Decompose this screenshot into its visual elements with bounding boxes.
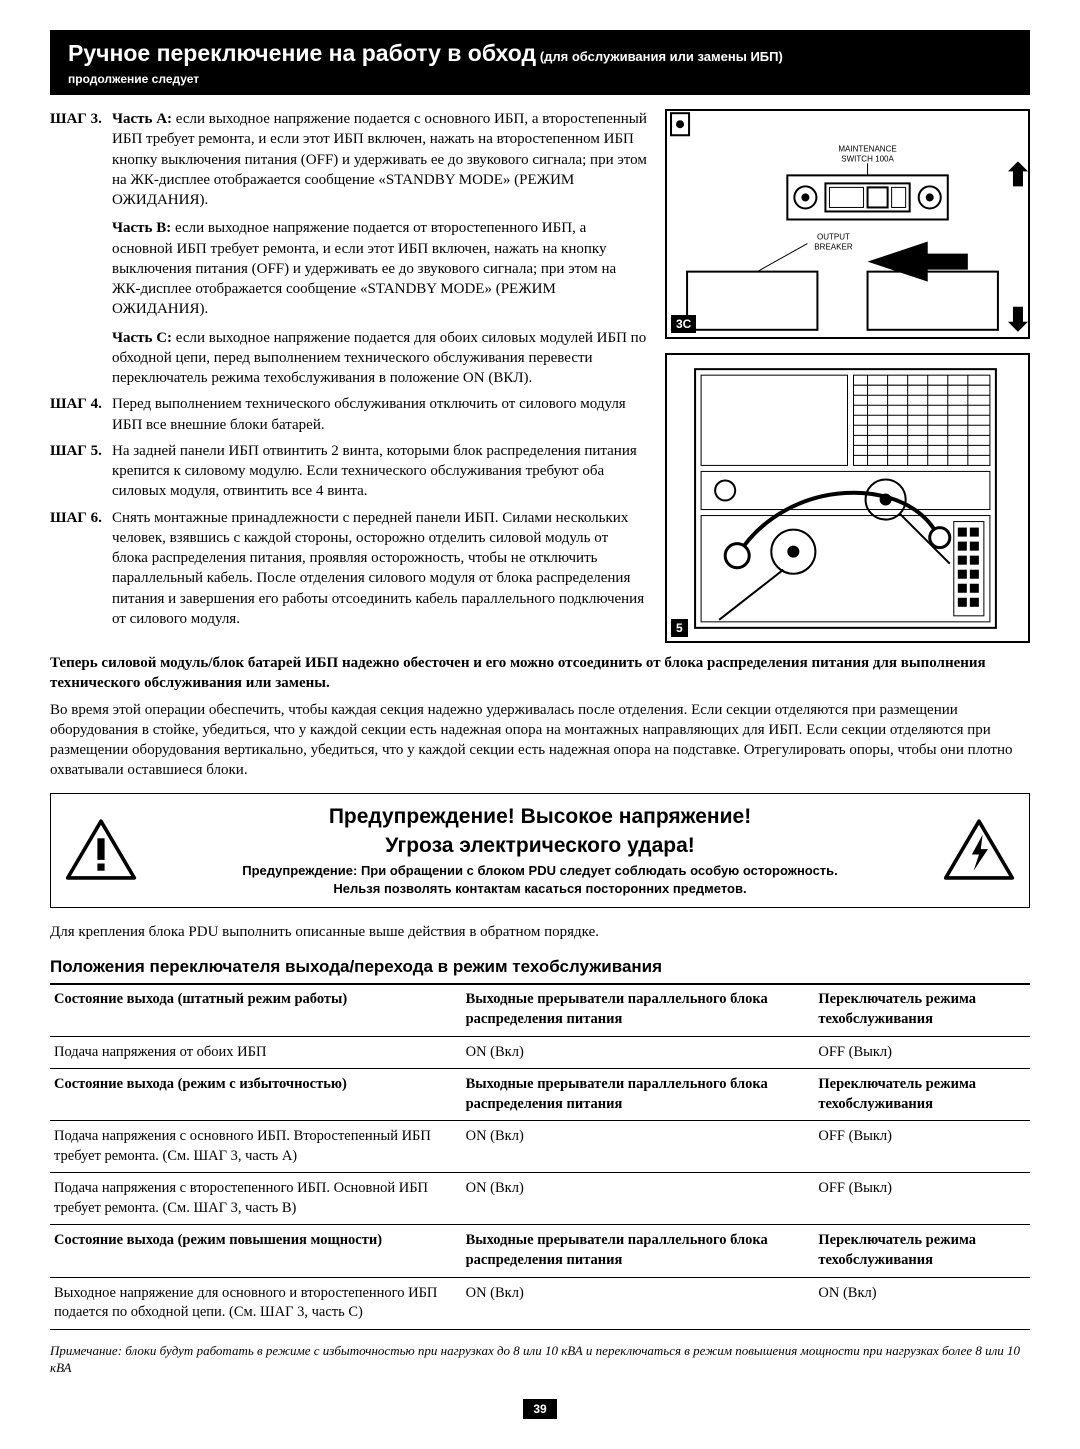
banner-continuation: продолжение следует bbox=[68, 71, 1012, 87]
step-4-text: Перед выполнением технического обслужива… bbox=[112, 394, 647, 435]
svg-text:OUTPUT: OUTPUT bbox=[817, 233, 850, 242]
table-row: Подача напряжения с второстепенного ИБП.… bbox=[50, 1173, 1030, 1225]
diagram-3c-badge: 3C bbox=[671, 315, 696, 333]
banner-subtitle: (для обслуживания или замены ИБП) bbox=[540, 49, 783, 64]
bold-summary: Теперь силовой модуль/блок батарей ИБП н… bbox=[50, 653, 1030, 694]
step-6-label: ШАГ 6. bbox=[50, 508, 112, 630]
step-3-part-a: Часть A: если выходное напряжение подает… bbox=[112, 109, 647, 210]
svg-text:BREAKER: BREAKER bbox=[814, 243, 853, 252]
part-a-label: Часть A: bbox=[112, 111, 172, 127]
warning-sub-1: Предупреждение: При обращении с блоком P… bbox=[151, 862, 929, 880]
table-row: Выходное напряжение для основного и втор… bbox=[50, 1277, 1030, 1329]
td: OFF (Выкл) bbox=[814, 1121, 1030, 1173]
step-5: ШАГ 5. На задней панели ИБП отвинтить 2 … bbox=[50, 441, 647, 502]
th-2c: Переключатель режима техобслуживания bbox=[814, 1069, 1030, 1121]
table-header-3: Состояние выхода (режим повышения мощнос… bbox=[50, 1225, 1030, 1277]
diagram-3c: MAINTENANCE SWITCH 100A OUTPUT BREAKER bbox=[665, 109, 1030, 339]
table-header-2: Состояние выхода (режим с избыточностью)… bbox=[50, 1069, 1030, 1121]
td: ON (Вкл) bbox=[462, 1277, 815, 1329]
svg-text:MAINTENANCE: MAINTENANCE bbox=[838, 145, 896, 154]
step-6: ШАГ 6. Снять монтажные принадлежности с … bbox=[50, 508, 647, 630]
part-c-text: если выходное напряжение подается для об… bbox=[112, 330, 646, 387]
step-3-body: Часть A: если выходное напряжение подает… bbox=[112, 109, 647, 388]
th-3c: Переключатель режима техобслуживания bbox=[814, 1225, 1030, 1277]
th-3b: Выходные прерыватели параллельного блока… bbox=[462, 1225, 815, 1277]
left-column: ШАГ 3. Часть A: если выходное напряжение… bbox=[50, 109, 647, 643]
part-c-label: Часть C: bbox=[112, 330, 172, 346]
warning-sub-2: Нельзя позволять контактам касаться пост… bbox=[151, 880, 929, 898]
step-3-part-b: Часть B: если выходное напряжение подает… bbox=[112, 218, 647, 319]
diagram-5-badge: 5 bbox=[671, 619, 688, 637]
page-number-value: 39 bbox=[523, 1399, 556, 1419]
th-1a: Состояние выхода (штатный режим работы) bbox=[50, 984, 462, 1036]
td: ON (Вкл) bbox=[462, 1121, 815, 1173]
warning-box: Предупреждение! Высокое напряжение! Угро… bbox=[50, 793, 1030, 908]
table-row: Подача напряжения от обоих ИБП ON (Вкл) … bbox=[50, 1036, 1030, 1069]
paragraph-reverse: Для крепления блока PDU выполнить описан… bbox=[50, 922, 1030, 942]
step-3-part-c: Часть C: если выходное напряжение подает… bbox=[112, 328, 647, 389]
step-6-text: Снять монтажные принадлежности с передне… bbox=[112, 508, 647, 630]
td: ON (Вкл) bbox=[462, 1173, 815, 1225]
table-row: Подача напряжения с основного ИБП. Второ… bbox=[50, 1121, 1030, 1173]
switch-positions-table: Состояние выхода (штатный режим работы) … bbox=[50, 984, 1030, 1329]
right-column: MAINTENANCE SWITCH 100A OUTPUT BREAKER bbox=[665, 109, 1030, 643]
page-number: 39 bbox=[50, 1399, 1030, 1419]
banner-title: Ручное переключение на работу в обход bbox=[68, 40, 536, 66]
footnote: Примечание: блоки будут работать в режим… bbox=[50, 1342, 1030, 1377]
th-3a: Состояние выхода (режим повышения мощнос… bbox=[50, 1225, 462, 1277]
banner-line1: Ручное переключение на работу в обход (д… bbox=[68, 38, 1012, 69]
warning-heading-1: Предупреждение! Высокое напряжение! bbox=[151, 804, 929, 829]
part-a-text: если выходное напряжение подается с осно… bbox=[112, 111, 647, 208]
step-5-text: На задней панели ИБП отвинтить 2 винта, … bbox=[112, 441, 647, 502]
table-section-heading: Положения переключателя выхода/перехода … bbox=[50, 956, 1030, 985]
td: ON (Вкл) bbox=[462, 1036, 815, 1069]
svg-text:SWITCH 100A: SWITCH 100A bbox=[841, 155, 894, 164]
td: Подача напряжения с основного ИБП. Второ… bbox=[50, 1121, 462, 1173]
step-5-label: ШАГ 5. bbox=[50, 441, 112, 502]
part-b-text: если выходное напряжение подается от вто… bbox=[112, 220, 616, 317]
step-4-label: ШАГ 4. bbox=[50, 394, 112, 435]
warning-triangle-icon bbox=[65, 818, 137, 882]
diagram-5-svg bbox=[667, 355, 1028, 641]
td: Выходное напряжение для основного и втор… bbox=[50, 1277, 462, 1329]
th-2a: Состояние выхода (режим с избыточностью) bbox=[50, 1069, 462, 1121]
th-1c: Переключатель режима техобслуживания bbox=[814, 984, 1030, 1036]
th-1b: Выходные прерыватели параллельного блока… bbox=[462, 984, 815, 1036]
diagram-5: 5 bbox=[665, 353, 1030, 643]
td: OFF (Выкл) bbox=[814, 1173, 1030, 1225]
td: Подача напряжения от обоих ИБП bbox=[50, 1036, 462, 1069]
th-2b: Выходные прерыватели параллельного блока… bbox=[462, 1069, 815, 1121]
step-3: ШАГ 3. Часть A: если выходное напряжение… bbox=[50, 109, 647, 388]
warning-text: Предупреждение! Высокое напряжение! Угро… bbox=[151, 804, 929, 897]
shock-triangle-icon bbox=[943, 818, 1015, 882]
td: OFF (Выкл) bbox=[814, 1036, 1030, 1069]
step-3-label: ШАГ 3. bbox=[50, 109, 112, 388]
part-b-label: Часть B: bbox=[112, 220, 171, 236]
paragraph-operation: Во время этой операции обеспечить, чтобы… bbox=[50, 700, 1030, 781]
table-header-1: Состояние выхода (штатный режим работы) … bbox=[50, 984, 1030, 1036]
diagram-3c-svg: MAINTENANCE SWITCH 100A OUTPUT BREAKER bbox=[667, 111, 1028, 337]
step-4: ШАГ 4. Перед выполнением технического об… bbox=[50, 394, 647, 435]
content-two-column: ШАГ 3. Часть A: если выходное напряжение… bbox=[50, 109, 1030, 643]
warning-heading-2: Угроза электрического удара! bbox=[151, 833, 929, 858]
section-banner: Ручное переключение на работу в обход (д… bbox=[50, 30, 1030, 95]
td: Подача напряжения с второстепенного ИБП.… bbox=[50, 1173, 462, 1225]
td: ON (Вкл) bbox=[814, 1277, 1030, 1329]
